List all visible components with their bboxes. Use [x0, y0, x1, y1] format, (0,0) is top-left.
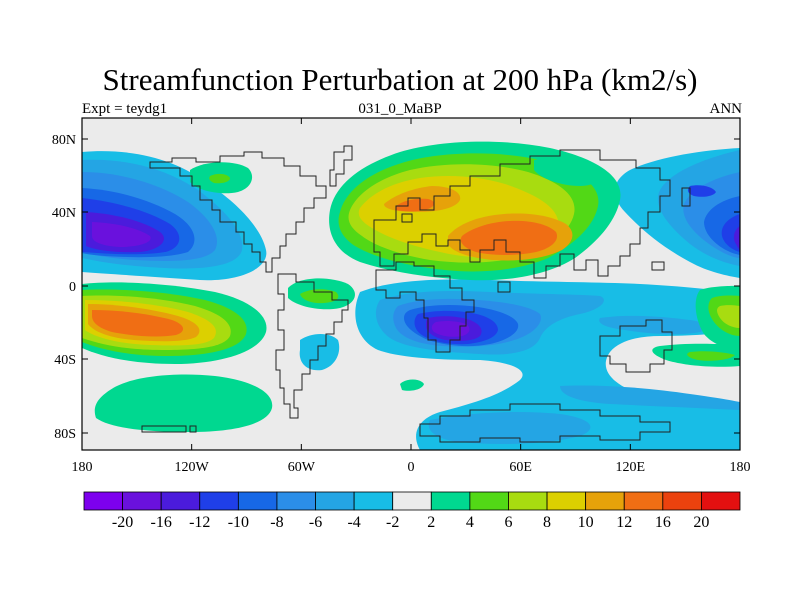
colorbar-swatches [83, 491, 741, 511]
colorbar-swatch [662, 491, 702, 511]
colorbar-label: -16 [151, 514, 172, 531]
colorbar-swatch [237, 491, 278, 511]
colorbar-label: 2 [427, 514, 435, 531]
coastline-indonesia [651, 261, 665, 271]
negative-anomaly-north-pacific [82, 151, 267, 281]
coastline-greenland [329, 145, 353, 187]
colorbar-label: -2 [386, 514, 399, 531]
minor-anomalies [94, 162, 740, 432]
colorbar-label: 6 [504, 514, 512, 531]
negative-anomaly-west-pacific [614, 148, 740, 278]
coastline-japan [681, 187, 691, 207]
colorbar-label: 20 [693, 514, 709, 531]
colorbar-label: -8 [270, 514, 283, 531]
colorbar-swatch [160, 491, 201, 511]
plot-title: Streamfunction Perturbation at 200 hPa (… [102, 62, 698, 97]
colorbar-swatch [199, 491, 239, 511]
colorbar-labels: -20 -16 -12 -10 -8 -6 -4 -2 2 4 6 8 10 12 16 20 [112, 514, 709, 531]
positive-anomaly-south-pacific [82, 282, 267, 364]
coastline-africa [375, 261, 475, 353]
lon-tick-label: 180 [730, 460, 751, 475]
lon-tick-label: 120W [175, 460, 210, 475]
lon-tick-label: 120E [616, 460, 646, 475]
lat-tick-label: 40S [54, 353, 76, 368]
coastline-mediterranean [401, 213, 413, 223]
colorbar-label: 10 [578, 514, 594, 531]
colorbar-label: 16 [655, 514, 671, 531]
contour-fill-layer [82, 118, 740, 450]
negative-anomaly-south-atlantic [355, 279, 740, 450]
colorbar-swatch [315, 491, 355, 511]
positive-anomaly-eurasia [329, 141, 621, 281]
coastline-layer [141, 145, 691, 443]
coastline-eurasia [373, 149, 671, 279]
lon-tick-label: 60W [288, 460, 316, 475]
lat-tick-label: 40N [52, 206, 76, 221]
lat-tick-label: 80N [52, 133, 76, 148]
lon-tick-label: 0 [408, 460, 415, 475]
colorbar-swatch [83, 491, 123, 511]
colorbar-label: -12 [189, 514, 210, 531]
colorbar-swatch [508, 491, 548, 511]
colorbar-swatch [353, 491, 394, 511]
lat-tick-label: 80S [54, 427, 76, 442]
coastline-south-america [275, 273, 349, 419]
colorbar-label: 8 [543, 514, 551, 531]
coastline-antarctica-island [189, 425, 197, 433]
coastline-madagascar [497, 281, 511, 293]
coastline-antarctica-east [419, 403, 671, 443]
colorbar-label: 12 [616, 514, 632, 531]
season-label: ANN [709, 101, 743, 117]
colorbar-label: -4 [347, 514, 360, 531]
lon-tick-label: 60E [509, 460, 532, 475]
colorbar-swatch [623, 491, 664, 511]
longitude-axis: 180 120W 60W 0 60E 120E 180 [72, 118, 751, 475]
colorbar-swatch [585, 491, 625, 511]
colorbar-swatch [392, 491, 432, 511]
colorbar-swatch [122, 491, 162, 511]
coastline-north-america [149, 151, 327, 273]
colorbar-swatch [430, 491, 471, 511]
lon-tick-label: 180 [72, 460, 93, 475]
colorbar-label: -20 [112, 514, 133, 531]
colorbar-swatch [546, 491, 587, 511]
colorbar-label: -6 [309, 514, 322, 531]
lat-tick-label: 0 [69, 280, 76, 295]
coastline-antarctica-west [141, 425, 187, 433]
colorbar-swatch [701, 491, 741, 511]
latitude-axis: 80N 40N 0 40S 80S [52, 133, 740, 442]
colorbar-swatch [469, 491, 509, 511]
colorbar-swatch [276, 491, 316, 511]
experiment-label: Expt = teydg1 [82, 101, 168, 117]
period-label: 031_0_MaBP [358, 101, 442, 117]
colorbar-label: 4 [466, 514, 474, 531]
colorbar-label: -10 [228, 514, 249, 531]
coastline-australia [599, 319, 673, 373]
